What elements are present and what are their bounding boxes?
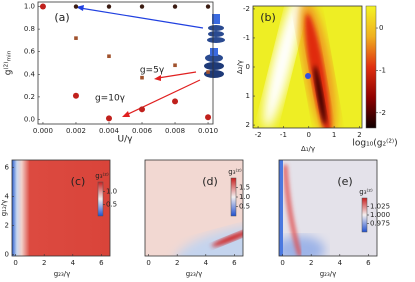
panel-label: (b) [260, 11, 276, 24]
point [107, 54, 111, 59]
colorbar-label: g₃⁽²⁾ [95, 172, 109, 180]
colorbar-tick-label: -1 [379, 66, 386, 74]
y-tick-label: 2 [5, 221, 9, 229]
schematic [76, 5, 225, 117]
x-tick-label: 2 [309, 259, 313, 267]
x-tick-label: 6 [232, 259, 237, 267]
panel-label: (a) [54, 11, 69, 24]
x-tick-label: 0 [280, 259, 284, 267]
colorbar-label: g₃⁽²⁾ [228, 168, 242, 176]
heatmap-e [279, 160, 377, 256]
colorbar-label: g₃⁽²⁾ [359, 188, 373, 196]
y-tick-label: 0.4 [24, 70, 36, 78]
point [139, 4, 145, 9]
x-axis-title: Δ₁/γ [301, 145, 315, 153]
point [105, 115, 112, 122]
colorbar [365, 5, 377, 129]
colorbar-tick-label: 1.0 [106, 188, 117, 196]
x-axis-title: g₂₃/γ [320, 270, 337, 278]
y-tick-label: 1 [246, 92, 250, 100]
y-tick-label: 0 [5, 251, 9, 259]
colorbar-tick-label: -2 [379, 109, 386, 117]
x-tick-label: 1 [332, 131, 336, 139]
plot-frame [144, 159, 244, 257]
point [74, 36, 78, 40]
point [106, 4, 112, 9]
colorbar-tick-label: 1.0 [239, 193, 250, 201]
colorbar [361, 197, 368, 233]
colorbar-label: log₁₀(g₂⁽²⁾) [352, 139, 397, 149]
panel-label: (d) [202, 175, 218, 188]
x-tick-label: 4 [338, 259, 343, 267]
point [172, 4, 178, 9]
y-tick-label: 0.8 [24, 25, 35, 33]
colorbar-tick-label: 0.975 [370, 220, 390, 228]
colorbar-tick-label: 1.000 [370, 211, 390, 219]
y-tick-label: 0.2 [24, 93, 35, 101]
point [73, 4, 79, 9]
colorbar [97, 181, 104, 217]
x-tick-label: 4 [204, 259, 209, 267]
x-axis-title: g₂₃/γ [186, 270, 203, 278]
x-tick-label: 2 [357, 131, 361, 139]
colorbar-tick-label: 0.5 [106, 201, 117, 209]
point [205, 4, 211, 9]
x-axis-title: g₂₃/γ [54, 270, 71, 278]
x-tick-label: 0.000 [33, 127, 53, 135]
x-tick-label: 0.004 [99, 127, 120, 135]
x-axis-title: U/γ [118, 135, 134, 145]
y-tick-label: 0 [246, 63, 250, 71]
y-tick-label: 4 [5, 192, 10, 200]
plot-frame [278, 159, 378, 257]
y-tick-label: 1.0 [24, 3, 35, 11]
panel-label: (e) [337, 175, 352, 188]
x-tick-label: 6 [99, 259, 104, 267]
y-tick-label: 2 [246, 121, 250, 129]
y-tick-label: 6 [5, 163, 10, 171]
x-tick-label: 2 [42, 259, 46, 267]
heatmap-c [12, 160, 110, 256]
colorbar-tick-label: 1.025 [370, 203, 390, 211]
plot-frame [11, 159, 111, 257]
x-tick-label: 0 [146, 259, 150, 267]
point [39, 3, 46, 10]
panel-label: (c) [71, 175, 86, 188]
y-axis-title: g₁₂/γ [0, 200, 8, 217]
x-tick-label: 0.010 [198, 127, 218, 135]
y-tick-label: 0.0 [24, 115, 35, 123]
x-tick-label: 0 [13, 259, 17, 267]
heatmap-d [145, 160, 243, 256]
heatmap-b [253, 6, 362, 128]
x-tick-label: 4 [71, 259, 76, 267]
y-tick-label: 0.6 [24, 48, 36, 56]
colorbar-tick-label: 0 [379, 24, 383, 32]
point [173, 63, 177, 68]
plot-frame [37, 1, 214, 125]
point [72, 92, 79, 99]
x-tick-label: 6 [366, 259, 371, 267]
y-axis-title: Δ₂/γ [236, 60, 244, 74]
colorbar [230, 177, 237, 217]
y-axis-title: g⁽²⁾ₘᵢₙ [4, 50, 14, 75]
x-tick-label: 0 [307, 131, 311, 139]
x-tick-label: 0.006 [132, 127, 153, 135]
x-tick-label: -2 [255, 131, 262, 139]
colorbar-tick-label: 0.5 [239, 203, 250, 211]
x-tick-label: 2 [175, 259, 179, 267]
y-tick-label: -2 [243, 5, 250, 13]
series-label: g=5γ [140, 66, 165, 76]
x-tick-label: 0.002 [66, 127, 86, 135]
point [139, 106, 146, 113]
x-tick-label: -1 [280, 131, 287, 139]
series-label: g=10γ [95, 94, 126, 104]
point [206, 70, 210, 74]
point [205, 114, 212, 121]
point [140, 75, 144, 80]
y-tick-label: -1 [243, 34, 250, 42]
x-tick-label: 0.008 [165, 127, 185, 135]
colorbar-tick-label: 1.5 [239, 184, 250, 192]
point [172, 98, 179, 105]
